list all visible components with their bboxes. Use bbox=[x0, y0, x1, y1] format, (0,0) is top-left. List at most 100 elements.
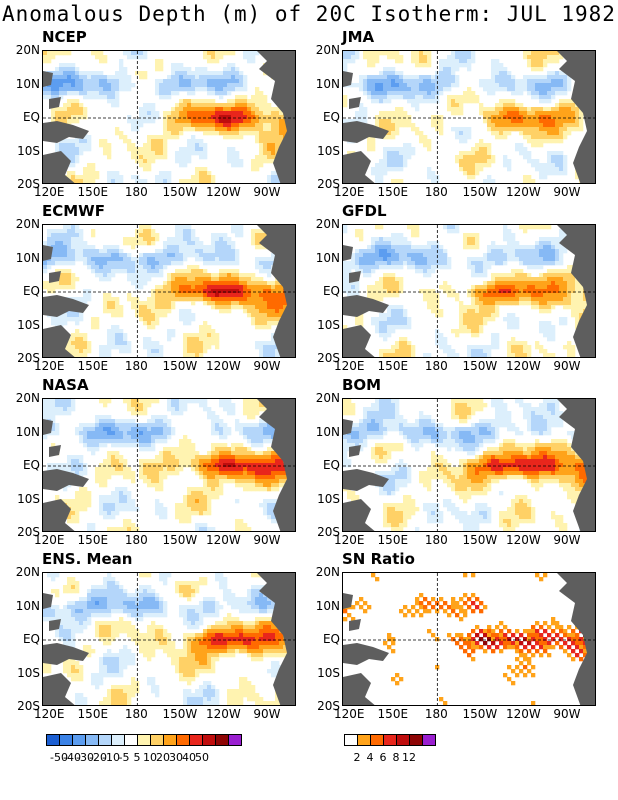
field-cell bbox=[543, 293, 548, 298]
field-cell bbox=[235, 229, 240, 234]
field-cell bbox=[555, 59, 560, 64]
field-cell bbox=[107, 249, 112, 254]
field-cell bbox=[391, 155, 396, 160]
field-cell bbox=[247, 313, 252, 318]
field-cell bbox=[167, 399, 172, 404]
field-cell bbox=[379, 115, 384, 120]
field-cell bbox=[539, 241, 544, 246]
field-cell bbox=[167, 257, 172, 262]
field-cell bbox=[475, 143, 480, 148]
field-cell bbox=[159, 423, 164, 428]
field-cell bbox=[59, 71, 64, 76]
field-cell bbox=[179, 411, 184, 416]
field-cell bbox=[499, 249, 504, 254]
field-cell bbox=[63, 71, 68, 76]
field-cell bbox=[263, 103, 268, 108]
field-cell bbox=[351, 253, 356, 258]
field-cell bbox=[495, 297, 500, 302]
field-cell bbox=[243, 99, 248, 104]
field-cell bbox=[471, 357, 475, 358]
field-cell bbox=[255, 305, 260, 310]
field-cell bbox=[415, 55, 420, 60]
field-cell bbox=[67, 411, 72, 416]
field-cell bbox=[271, 337, 276, 342]
field-cell bbox=[443, 225, 448, 230]
field-cell bbox=[367, 135, 372, 140]
field-cell bbox=[103, 419, 108, 424]
field-cell bbox=[143, 163, 148, 168]
field-cell bbox=[115, 95, 120, 100]
field-cell bbox=[163, 289, 168, 294]
field-cell bbox=[211, 293, 216, 298]
field-cell bbox=[211, 51, 216, 56]
field-cell bbox=[351, 261, 356, 266]
field-cell bbox=[391, 273, 396, 278]
field-cell bbox=[439, 119, 444, 124]
field-cell bbox=[383, 321, 388, 326]
field-cell bbox=[415, 87, 420, 92]
field-cell bbox=[479, 293, 484, 298]
field-cell bbox=[531, 75, 536, 80]
field-cell bbox=[503, 83, 508, 88]
field-cell bbox=[191, 399, 196, 404]
field-cell bbox=[67, 237, 72, 242]
field-cell bbox=[51, 419, 56, 424]
field-cell bbox=[363, 51, 368, 56]
field-cell bbox=[467, 293, 472, 298]
field-cell bbox=[115, 313, 120, 318]
field-cell bbox=[263, 111, 268, 116]
field-cell bbox=[539, 107, 544, 112]
field-cell bbox=[427, 273, 432, 278]
field-cell bbox=[355, 269, 360, 274]
field-cell bbox=[191, 333, 196, 338]
field-cell bbox=[183, 257, 188, 262]
field-cell bbox=[203, 321, 208, 326]
field-cell bbox=[451, 293, 456, 298]
field-cell bbox=[227, 411, 232, 416]
field-cell bbox=[543, 171, 548, 176]
field-cell bbox=[123, 135, 128, 140]
field-cell bbox=[199, 293, 204, 298]
field-cell bbox=[191, 249, 196, 254]
map-field-svg bbox=[43, 399, 295, 531]
field-cell bbox=[379, 317, 384, 322]
field-cell bbox=[179, 127, 184, 132]
field-cell bbox=[507, 353, 512, 357]
field-cell bbox=[123, 67, 128, 72]
field-cell bbox=[79, 229, 84, 234]
field-cell bbox=[107, 83, 112, 88]
field-cell bbox=[363, 269, 368, 274]
field-cell bbox=[543, 289, 548, 294]
field-cell bbox=[487, 143, 492, 148]
field-cell bbox=[571, 281, 576, 286]
field-cell bbox=[247, 277, 252, 282]
field-cell bbox=[495, 249, 500, 254]
field-cell bbox=[511, 119, 516, 124]
field-cell bbox=[507, 163, 512, 168]
field-cell bbox=[471, 55, 476, 60]
field-cell bbox=[51, 83, 56, 88]
field-cell bbox=[207, 99, 212, 104]
field-cell bbox=[399, 147, 404, 152]
field-cell bbox=[455, 353, 460, 357]
field-cell bbox=[375, 79, 380, 84]
field-cell bbox=[199, 257, 204, 262]
field-cell bbox=[203, 67, 208, 72]
field-cell bbox=[371, 289, 376, 294]
field-cell bbox=[427, 99, 432, 104]
field-cell bbox=[555, 115, 560, 120]
field-cell bbox=[475, 309, 480, 314]
field-cell bbox=[395, 83, 400, 88]
panel-title: ECMWF bbox=[42, 202, 105, 220]
field-cell bbox=[131, 123, 136, 128]
field-cell bbox=[539, 277, 544, 282]
field-cell bbox=[451, 349, 456, 354]
field-cell bbox=[427, 63, 432, 68]
field-cell bbox=[103, 265, 108, 270]
field-cell bbox=[99, 75, 104, 80]
field-cell bbox=[507, 115, 512, 120]
field-cell bbox=[83, 179, 88, 183]
field-cell bbox=[223, 407, 228, 412]
field-cell bbox=[123, 269, 128, 274]
field-cell bbox=[167, 241, 172, 246]
